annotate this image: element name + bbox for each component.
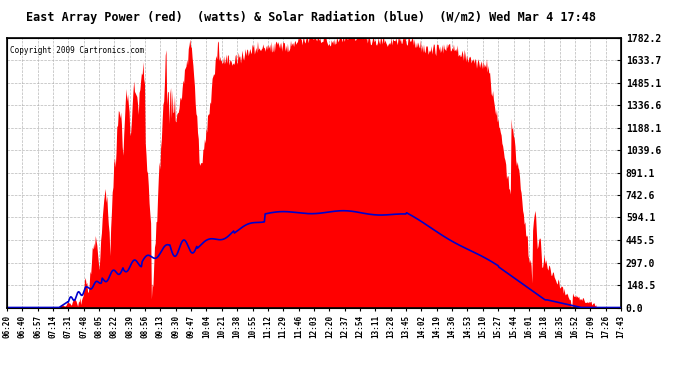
Text: East Array Power (red)  (watts) & Solar Radiation (blue)  (W/m2) Wed Mar 4 17:48: East Array Power (red) (watts) & Solar R… [26, 11, 595, 24]
Text: Copyright 2009 Cartronics.com: Copyright 2009 Cartronics.com [10, 46, 144, 55]
